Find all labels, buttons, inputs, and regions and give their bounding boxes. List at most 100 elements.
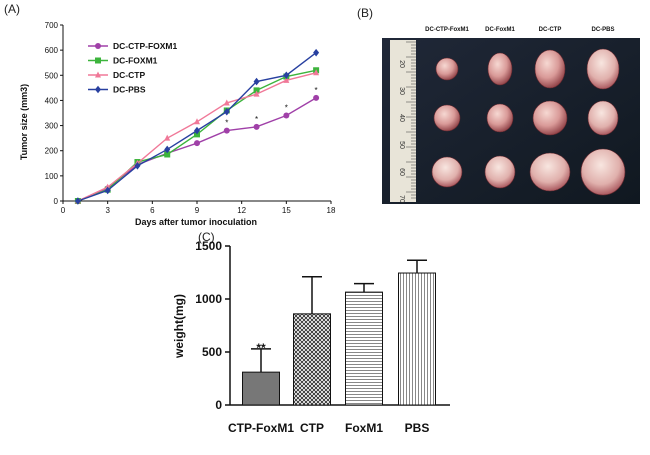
line-chart-y-tick-label: 700	[45, 21, 59, 30]
line-point	[134, 162, 141, 170]
ruler-number: 60	[398, 168, 405, 176]
line-chart-y-tick-label: 400	[45, 96, 59, 105]
significance-star: *	[285, 104, 288, 113]
line-point	[194, 118, 200, 125]
tumor-sample	[580, 148, 626, 196]
line-chart-y-tick-label: 100	[45, 172, 59, 181]
tumor-samples	[431, 48, 626, 196]
tumor-sample	[586, 48, 620, 90]
bar-chart-y-tick-label: 500	[202, 345, 222, 359]
line-point	[283, 112, 290, 119]
bar-pbs	[398, 272, 436, 406]
line-point	[164, 145, 171, 154]
ruler-ticks	[406, 41, 416, 199]
line-chart-y-tick-label: 600	[45, 46, 59, 55]
line-point	[313, 48, 320, 57]
bar-category-label: CTP-FoxM1	[228, 421, 294, 435]
photo-column-label: DC-FoxM1	[485, 27, 515, 33]
tumor-sample	[435, 57, 459, 81]
significance-star: *	[315, 86, 318, 95]
line-point	[313, 94, 320, 101]
ruler-labels: 20 30 40 50 60 70	[398, 60, 405, 203]
line-chart-x-tick-label: 0	[61, 206, 66, 215]
bar-chart-y-tick-label: 1500	[195, 239, 222, 253]
bar-chart-annotations: **	[256, 341, 266, 355]
line-chart-x-label: Days after tumor inoculation	[135, 217, 257, 227]
line-chart-y-tick-label: 300	[45, 122, 59, 131]
legend-label: DC-CTP-FOXM1	[113, 41, 177, 51]
line-point	[313, 69, 320, 76]
ruler-number: 40	[398, 114, 405, 122]
line-point	[223, 127, 230, 134]
line-chart-axes: 0 100 200 300 400 500 600 700 0 3 6 9 12 15 18	[45, 21, 336, 215]
bar-chart-bars	[242, 272, 436, 406]
bar-chart-category-labels: CTP-FoxM1 CTP FoxM1 PBS	[228, 421, 429, 435]
legend-marker	[95, 43, 101, 49]
line-chart-x-tick-label: 15	[282, 206, 291, 215]
line-point	[74, 197, 81, 205]
bar-category-label: PBS	[405, 421, 430, 435]
line-chart-y-tick-label: 200	[45, 147, 59, 156]
line-chart-x-tick-label: 6	[150, 206, 155, 215]
line-chart-y-tick-label: 500	[45, 71, 59, 80]
tumor-sample	[529, 152, 571, 192]
tumor-weight-bar-chart: 0 500 1000 1500 ** CTP-FoxM1 CTP FoxM1 PBS wei…	[172, 239, 450, 435]
bar-chart-y-tick-label: 1000	[195, 292, 222, 306]
bar-chart-y-tick-label: 0	[215, 398, 222, 412]
line-point	[194, 140, 200, 147]
legend-label: DC-FOXM1	[113, 56, 158, 66]
line-point	[253, 77, 260, 86]
line-point	[253, 87, 260, 94]
legend-label: DC-CTP	[113, 70, 145, 80]
line-point	[283, 71, 290, 80]
line-chart-x-tick-label: 18	[327, 206, 336, 215]
line-point	[194, 126, 200, 135]
panel-label-a: (A)	[4, 2, 20, 16]
tumor-sample	[487, 52, 513, 86]
line-chart-x-tick-label: 3	[105, 206, 110, 215]
bar-category-label: CTP	[300, 421, 324, 435]
line-chart-legend: DC-CTP-FOXM1 DC-FOXM1 DC-CTP DC-PBS	[88, 41, 177, 95]
line-point	[253, 123, 260, 130]
photo-column-labels: DC-CTP-FoxM1 DC-FoxM1 DC-CTP DC-PBS	[425, 27, 614, 33]
line-chart-x-tick-label: 12	[237, 206, 246, 215]
tumor-sample	[431, 156, 463, 188]
ruler-number: 20	[398, 60, 405, 68]
legend-label: DC-PBS	[113, 85, 146, 95]
line-point	[223, 107, 230, 116]
ruler-number: 70	[398, 195, 405, 203]
line-point	[253, 90, 260, 97]
line-point	[283, 76, 290, 83]
legend-marker	[95, 57, 101, 64]
ruler-number: 50	[398, 141, 405, 149]
bar-ctp-foxm1	[242, 371, 280, 406]
legend-marker	[95, 85, 101, 94]
line-chart-series	[74, 48, 320, 205]
legend-marker	[95, 71, 101, 78]
photo-column-label: DC-PBS	[591, 27, 614, 33]
bar-chart-error-bars	[251, 259, 427, 373]
bar-category-label: FoxM1	[345, 421, 383, 435]
panel-label-b: (B)	[357, 6, 373, 20]
panel-label-c: (C)	[198, 230, 215, 244]
bar-chart-y-label: weight(mg)	[172, 294, 186, 359]
bar-foxm1	[345, 291, 383, 406]
significance-stars: **	[256, 341, 266, 355]
tumor-sample	[587, 100, 619, 136]
line-point	[164, 134, 171, 141]
tumor-growth-line-chart: 0 100 200 300 400 500 600 700 0 3 6 9 12 15 18 * * * * DC…	[19, 21, 336, 227]
line-chart-y-label: Tumor size (mm3)	[19, 84, 29, 160]
line-point	[164, 151, 171, 158]
significance-star: *	[255, 115, 258, 124]
tumor-sample	[486, 103, 514, 133]
line-point	[104, 186, 111, 195]
ruler-number: 30	[398, 87, 405, 95]
line-chart-y-tick-label: 0	[54, 197, 59, 206]
tumor-sample	[534, 49, 566, 89]
line-chart-x-tick-label: 9	[195, 206, 200, 215]
photo-column-label: DC-CTP	[539, 27, 562, 33]
tumor-sample	[484, 155, 516, 189]
ruler	[390, 40, 416, 202]
tumor-sample	[433, 104, 461, 132]
